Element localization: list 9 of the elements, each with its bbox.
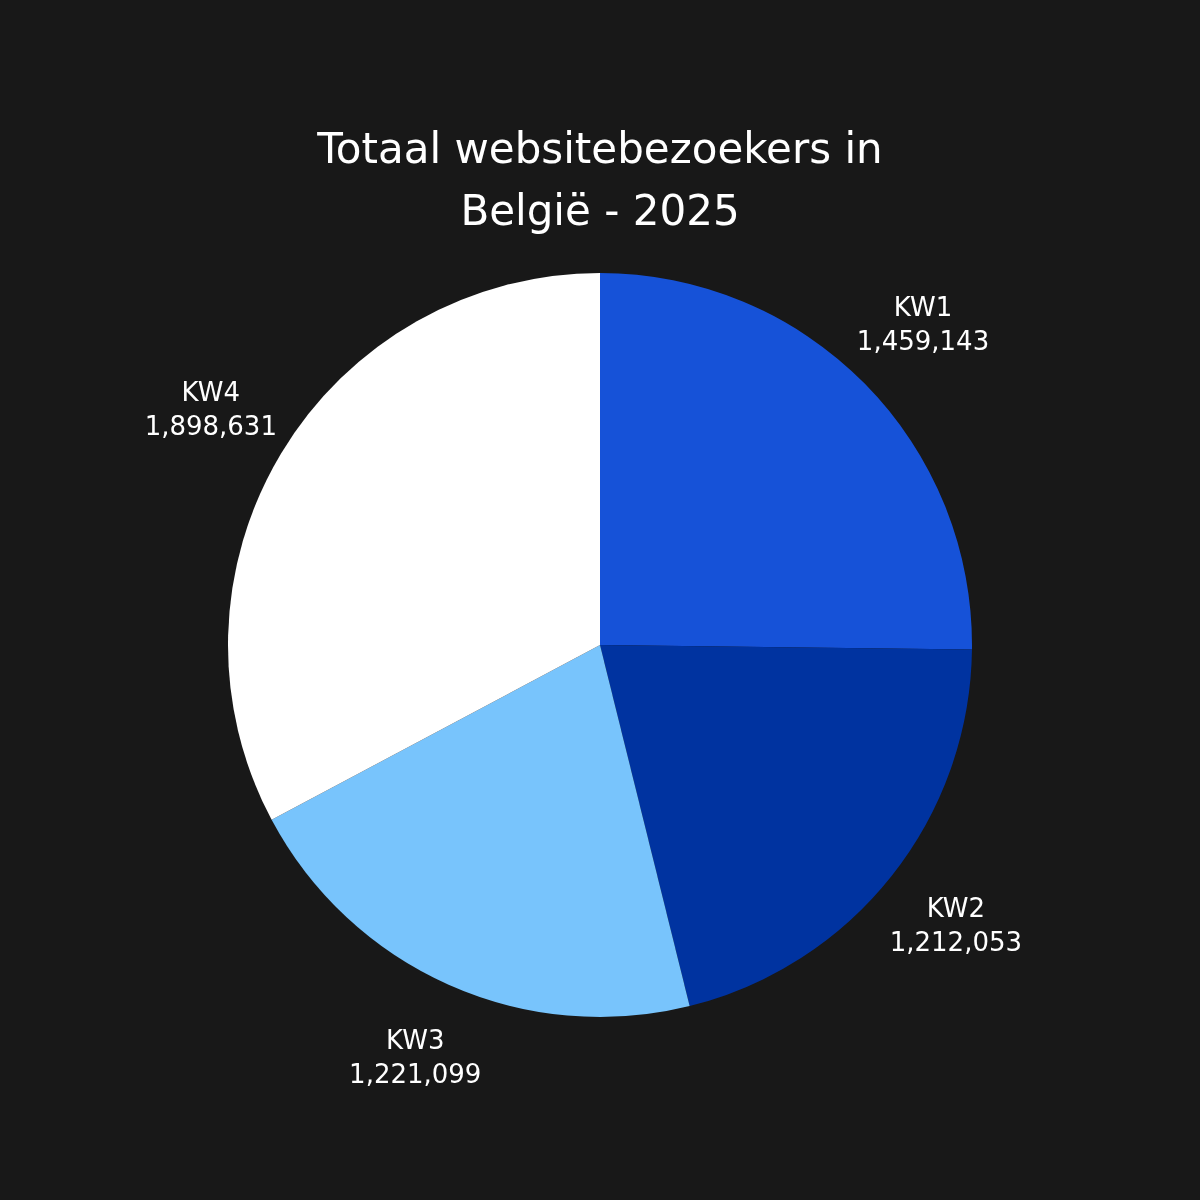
- chart-title: Totaal websitebezoekers in België - 2025: [316, 123, 884, 237]
- slice-label: KW4: [181, 377, 240, 408]
- data-label: 1,212,053: [889, 926, 1023, 957]
- data-label: 1,898,631: [144, 411, 277, 442]
- slice-label: KW3: [386, 1025, 445, 1056]
- data-label: 1,221,099: [349, 1059, 482, 1090]
- slice-label: KW1: [893, 291, 953, 322]
- data-label: 1,459,143: [856, 325, 990, 356]
- slice-label: KW2: [926, 892, 986, 923]
